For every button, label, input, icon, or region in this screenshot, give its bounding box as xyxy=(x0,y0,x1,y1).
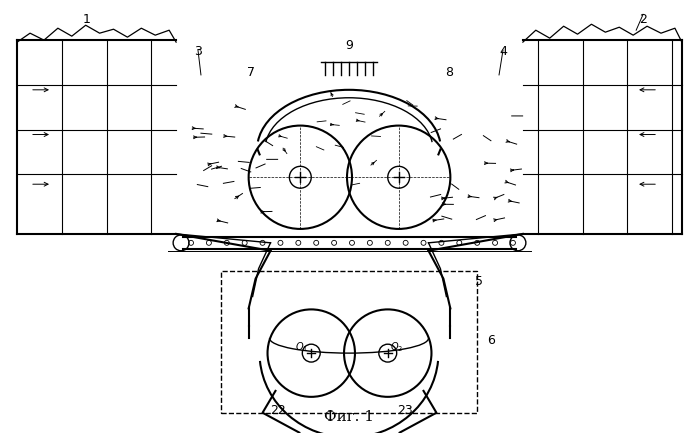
Text: $O_2$: $O_2$ xyxy=(390,339,403,353)
Text: Фиг. 1: Фиг. 1 xyxy=(324,409,374,423)
Text: $O_1$: $O_1$ xyxy=(296,339,309,353)
Text: 5: 5 xyxy=(475,274,483,287)
Text: 1: 1 xyxy=(82,13,91,26)
Text: 7: 7 xyxy=(247,66,254,79)
Text: 8: 8 xyxy=(445,66,454,79)
Bar xyxy=(221,271,477,413)
Text: 4: 4 xyxy=(499,45,507,58)
Text: 2: 2 xyxy=(639,13,647,26)
Text: 9: 9 xyxy=(345,39,353,52)
Text: 22: 22 xyxy=(271,403,287,416)
Text: 23: 23 xyxy=(397,403,412,416)
Text: 6: 6 xyxy=(487,333,495,346)
Text: 3: 3 xyxy=(194,45,202,58)
